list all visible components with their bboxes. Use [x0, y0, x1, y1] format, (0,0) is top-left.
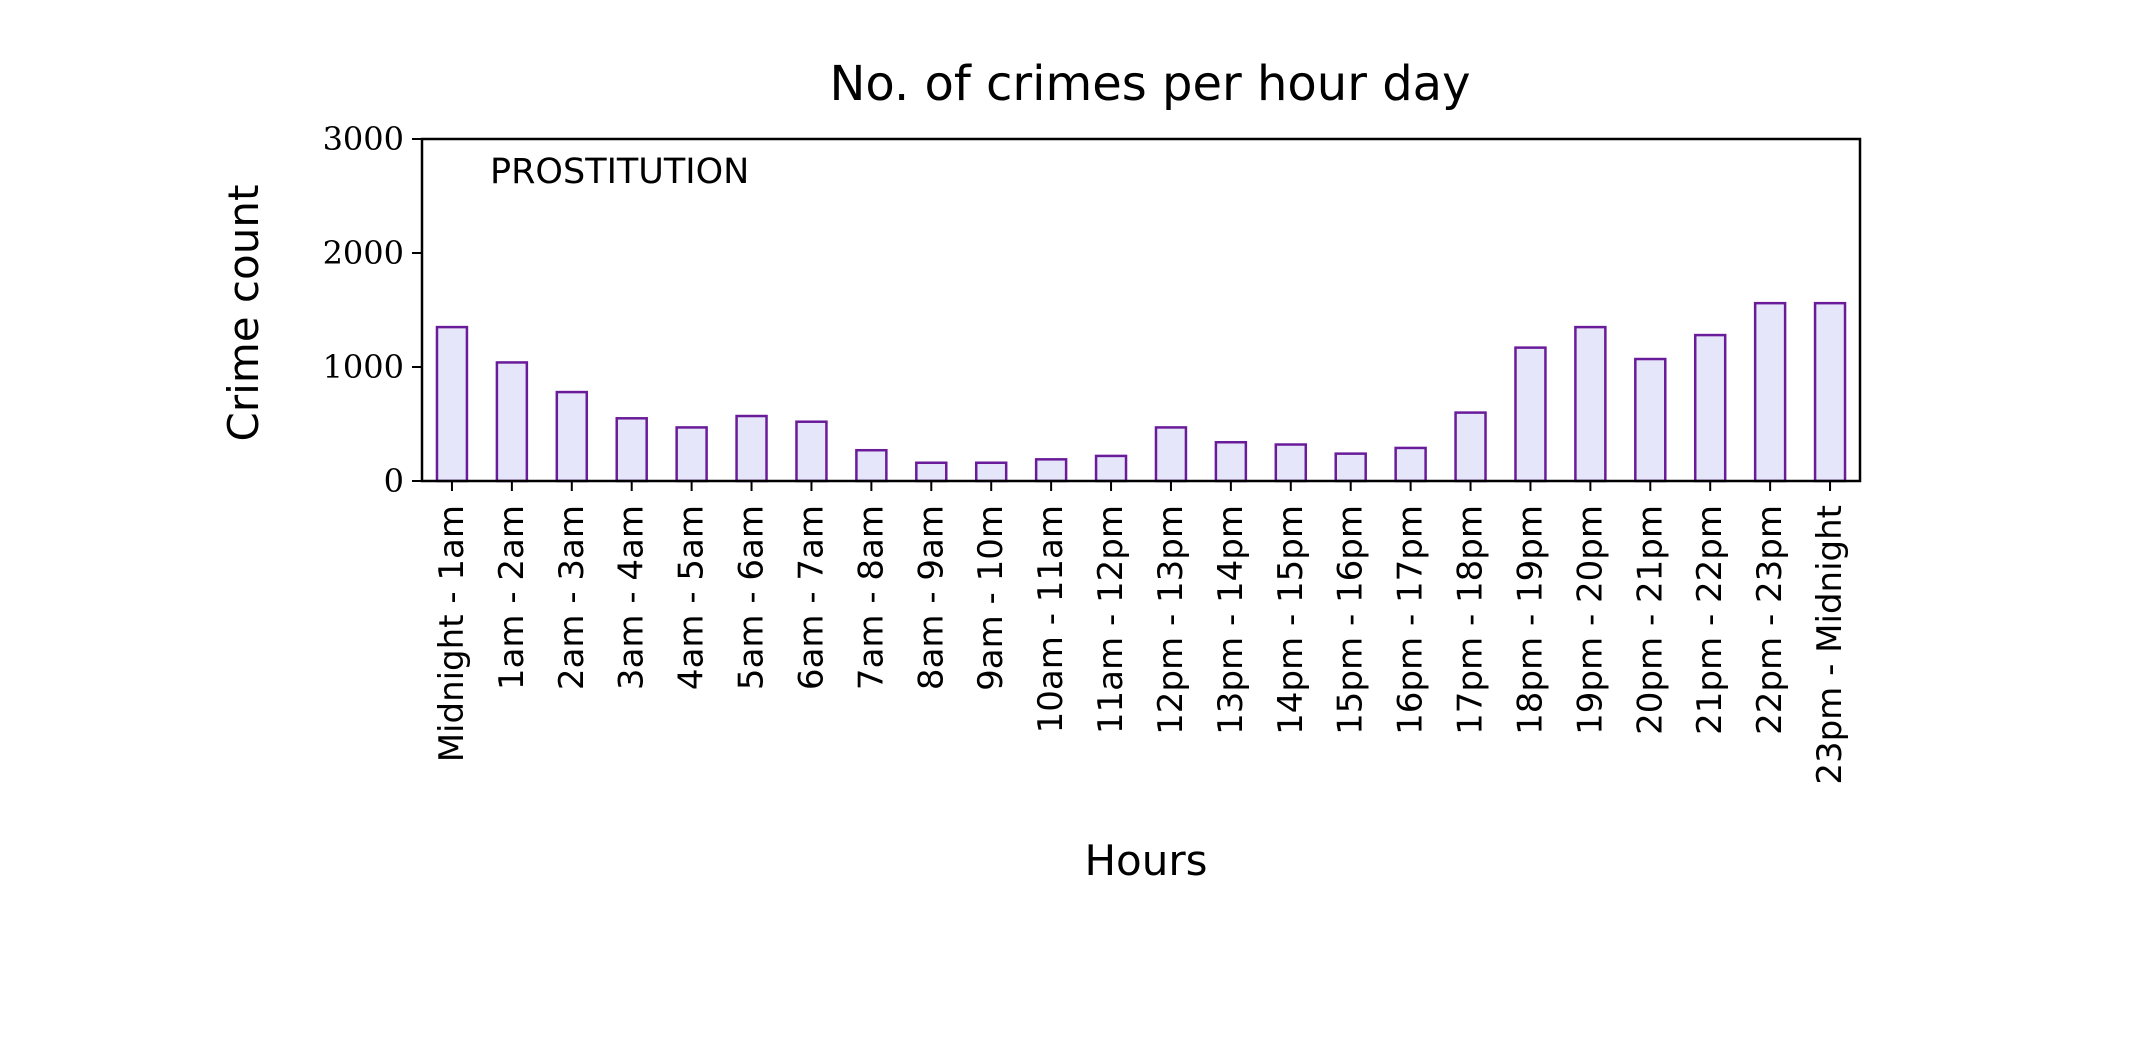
x-tick-label: 12pm - 13pm: [1151, 505, 1191, 735]
bar: [1574, 325, 1607, 483]
bar: [1693, 333, 1727, 483]
x-tick-label: 16pm - 17pm: [1391, 505, 1431, 735]
x-tick-label: 20pm - 21pm: [1630, 505, 1670, 735]
bar: [495, 361, 529, 483]
bar: [675, 426, 708, 483]
y-axis-label: Crime count: [219, 185, 268, 442]
bar: [1454, 411, 1487, 483]
x-tick-label: 3am - 4am: [612, 505, 652, 690]
x-tick-label: 1am - 2am: [492, 505, 532, 690]
y-tick-label: 2000: [323, 234, 404, 272]
bar: [1034, 458, 1068, 483]
x-tick-label: 14pm - 15pm: [1271, 505, 1311, 735]
chart-title: No. of crimes per hour day: [830, 56, 1471, 112]
bar: [795, 420, 828, 483]
x-tick-label: 8am - 9am: [911, 505, 951, 690]
x-tick-label: 7am - 8am: [851, 505, 891, 690]
chart-annotation: PROSTITUTION: [490, 152, 749, 192]
y-axis: 0 1000 2000 3000: [323, 120, 422, 500]
x-tick-label: 18pm - 19pm: [1510, 505, 1550, 735]
x-tick-label: 23pm - Midnight: [1810, 505, 1850, 785]
x-tick-label: 4am - 5am: [672, 505, 712, 690]
bar: [1094, 454, 1128, 483]
bar: [1394, 446, 1427, 483]
bar: [615, 417, 648, 483]
x-tick-label: 19pm - 20pm: [1570, 505, 1610, 735]
bar: [1334, 452, 1367, 483]
x-tick-label: 5am - 6am: [732, 505, 772, 690]
y-tick-label: 1000: [323, 348, 404, 386]
x-tick-label: 21pm - 22pm: [1690, 505, 1730, 735]
x-tick-label: 13pm - 14pm: [1211, 505, 1251, 735]
bar: [1753, 301, 1787, 483]
x-tick-label: 6am - 7am: [791, 505, 831, 690]
bar: [1154, 426, 1188, 483]
bar: [1813, 301, 1847, 483]
bar: [1634, 357, 1667, 483]
bar: [1514, 346, 1547, 483]
bar: [435, 325, 469, 483]
x-tick-label: Midnight - 1am: [432, 505, 472, 762]
x-tick-label: 10am - 11am: [1031, 505, 1071, 733]
y-tick-label: 0: [384, 462, 404, 500]
bar: [1274, 443, 1308, 483]
bar: [555, 390, 589, 483]
bars-layer: [435, 301, 1847, 483]
bar: [915, 461, 948, 483]
x-tick-label: 2am - 3am: [552, 505, 592, 690]
x-tick-label: 22pm - 23pm: [1750, 505, 1790, 735]
x-tick-label: 17pm - 18pm: [1451, 505, 1491, 735]
plot-frame: [420, 137, 1862, 483]
x-axis-label: Hours: [1084, 836, 1207, 885]
x-tick-label: 9am - 10m: [971, 505, 1011, 691]
x-tick-label: 11am - 12pm: [1091, 505, 1131, 734]
x-tick-label: 15pm - 16pm: [1331, 505, 1371, 735]
bar: [855, 448, 888, 483]
bar: [974, 461, 1008, 483]
bar: [735, 414, 768, 483]
x-axis: Midnight - 1am 1am - 2am 2am - 3am 3am - 4a…: [432, 481, 1850, 785]
bar: [1214, 440, 1248, 483]
y-tick-label: 3000: [323, 120, 404, 158]
